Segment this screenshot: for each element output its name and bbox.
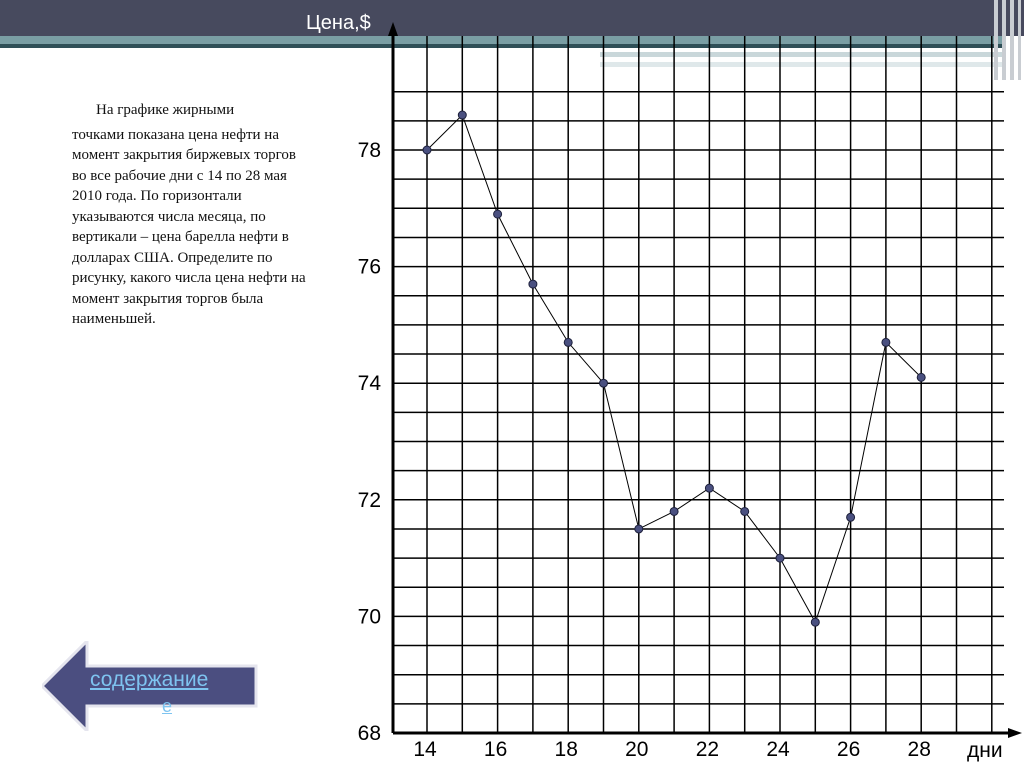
data-point [457,110,467,120]
title-bar [0,0,1024,36]
x-axis-arrow-icon [1008,728,1022,738]
x-tick-label: 26 [837,738,860,761]
data-point [528,279,538,289]
header-stripe-dark [0,44,1004,48]
y-tick-label: 70 [358,605,381,628]
header-stripe [0,36,1004,44]
x-axis-label: дни [967,739,1003,762]
x-tick-label: 14 [413,738,437,761]
decorative-bars [994,0,1024,80]
data-point [599,378,608,388]
y-tick-label: 68 [358,722,381,745]
data-point [775,553,785,563]
y-axis-label: Цена,$ [306,12,371,34]
contents-link[interactable]: содержание [90,668,209,691]
data-point [563,337,573,347]
data-point [810,617,820,627]
y-axis-arrow-icon [388,22,398,36]
y-tick-label: 78 [358,139,381,162]
data-point [493,209,503,219]
y-tick-label: 76 [358,256,381,279]
task-description: На графике жирными точками показана цена… [72,100,312,330]
y-tick-label: 72 [358,489,381,512]
contents-button[interactable] [42,641,258,731]
x-tick-label: 24 [766,738,790,761]
task-description-text: точками показана цена нефти на момент за… [72,126,306,328]
y-tick-label: 74 [358,372,382,395]
x-tick-label: 18 [555,738,578,761]
data-point [669,506,679,516]
contents-link-tail: е [162,696,173,716]
task-description-first-line: На графике жирными [96,102,235,118]
x-tick-label: 16 [484,738,507,761]
header-stripe-light-2 [600,62,1004,67]
data-point [846,512,856,522]
data-point [422,145,432,155]
data-point [916,372,926,382]
data-point [740,506,750,516]
x-tick-label: 20 [625,738,648,761]
x-tick-label: 28 [908,738,931,761]
data-point [704,483,714,493]
data-point [634,524,644,534]
back-arrow-icon [42,641,258,731]
x-tick-label: 22 [696,738,719,761]
header-stripe-light [600,52,1004,57]
data-point [881,337,891,347]
